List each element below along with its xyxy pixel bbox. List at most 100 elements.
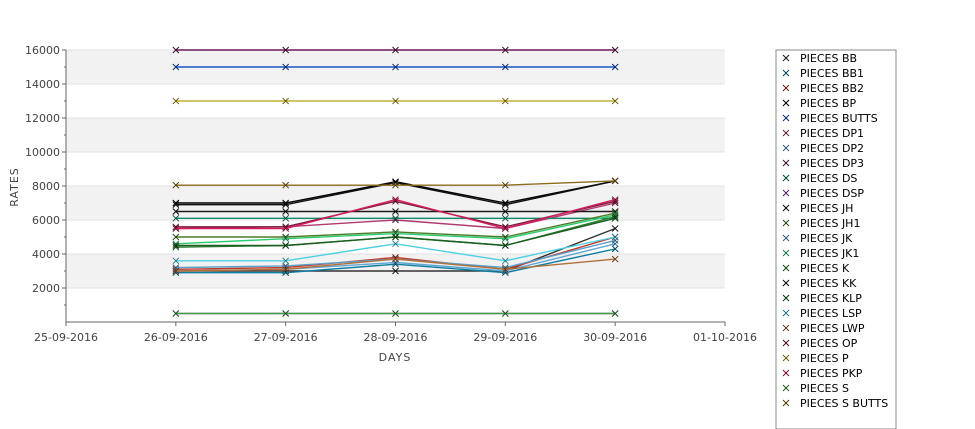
legend-label: PIECES P [800,352,849,365]
marker-outline [282,242,289,249]
legend-marker [782,249,790,257]
series-pieces-s-butts [172,177,619,189]
marker-outline [502,201,509,208]
legend-label: PIECES S BUTTS [800,397,888,410]
data-point [282,181,290,189]
data-point [501,46,509,54]
marker-outline [611,240,619,248]
x-tick-label: 01-10-2016 [693,331,757,344]
data-point [282,214,290,222]
data-point [611,63,619,71]
legend-marker [782,384,790,392]
marker-outline [782,234,790,242]
data-point [392,181,399,189]
data-point [172,310,180,317]
legend-marker [782,234,790,242]
legend-item: PIECES BP [782,97,856,110]
legend-items: PIECES BB PIECES BB1 PIECES BB2 PIECES BP PI… [782,52,888,410]
legend-item: PIECES LSP [782,307,862,320]
x-axis-ticks: 25-09-2016 26-09-2016 27-09-2016 28-09-2016… [34,322,757,344]
legend-marker [782,219,790,227]
marker-outline [782,219,790,227]
data-point [501,181,509,189]
marker-outline [282,201,289,208]
legend-marker [782,69,790,77]
legend-label: PIECES KLP [800,292,862,305]
legend-marker [782,309,790,317]
marker-outline [502,215,509,222]
legend-label: PIECES BP [800,97,856,110]
y-tick-label: 6000 [32,214,60,227]
marker-outline [782,204,790,212]
legend-marker [782,174,790,182]
marker-outline [611,310,619,317]
marker-outline [782,264,790,272]
data-point [172,257,180,265]
data-point [611,46,619,54]
legend: PIECES BB PIECES BB1 PIECES BB2 PIECES BP PI… [775,49,897,429]
legend-item: PIECES S [782,382,849,395]
y-tick-label: 8000 [32,180,60,193]
marker-outline [611,97,619,105]
data-point [611,197,619,205]
legend-item: PIECES DSP [782,187,864,200]
x-tick-label: 28-09-2016 [364,331,428,344]
marker-outline [502,46,509,54]
marker-outline [782,144,790,152]
data-point [282,265,290,273]
legend-label: PIECES BUTTS [800,112,878,125]
data-point [392,240,399,248]
data-point [282,46,290,54]
marker-outline [502,63,509,71]
data-point [172,181,180,189]
legend-marker [782,129,790,137]
marker-outline [611,196,619,203]
data-point [611,240,619,248]
series-pieces-pkp [172,196,619,232]
marker-outline [782,54,790,62]
marker-outline [782,174,790,182]
marker-outline [502,266,509,273]
x-tick-label: 25-09-2016 [34,331,98,344]
marker-outline [282,225,289,232]
series-pieces-klp [172,214,619,249]
grid-band [66,118,725,152]
marker-outline [502,235,509,242]
data-point [392,97,399,105]
series-pieces-p [172,97,619,105]
marker-outline [782,99,790,107]
data-point [282,242,290,249]
data-point [611,310,619,317]
x-tick-label: 26-09-2016 [144,331,208,344]
marker-outline [502,257,509,265]
data-point [392,310,399,317]
legend-marker [782,99,790,107]
data-point [392,46,399,54]
data-point [282,208,290,215]
legend-marker [782,204,790,212]
legend-label: PIECES BB [800,52,857,65]
marker-outline [782,84,790,92]
marker-outline [782,324,790,332]
legend-item: PIECES KK [782,277,857,290]
marker-outline [611,198,619,205]
legend-marker [782,354,790,362]
legend-item: PIECES S BUTTS [782,397,888,410]
legend-item: PIECES KLP [782,292,862,305]
marker-outline [282,215,289,222]
grid-bands [66,50,725,288]
data-point [501,265,509,273]
marker-outline [282,310,289,317]
legend-item: PIECES BB1 [782,67,864,80]
marker-outline [611,233,619,241]
marker-outline [392,267,399,275]
marker-outline [392,181,399,189]
marker-outline [172,63,180,71]
marker-outline [172,201,180,208]
legend-label: PIECES JH [800,202,853,215]
data-point [392,197,399,205]
marker-outline [282,208,289,215]
marker-outline [611,225,619,232]
x-tick-label: 27-09-2016 [254,331,318,344]
marker-outline [282,63,289,71]
